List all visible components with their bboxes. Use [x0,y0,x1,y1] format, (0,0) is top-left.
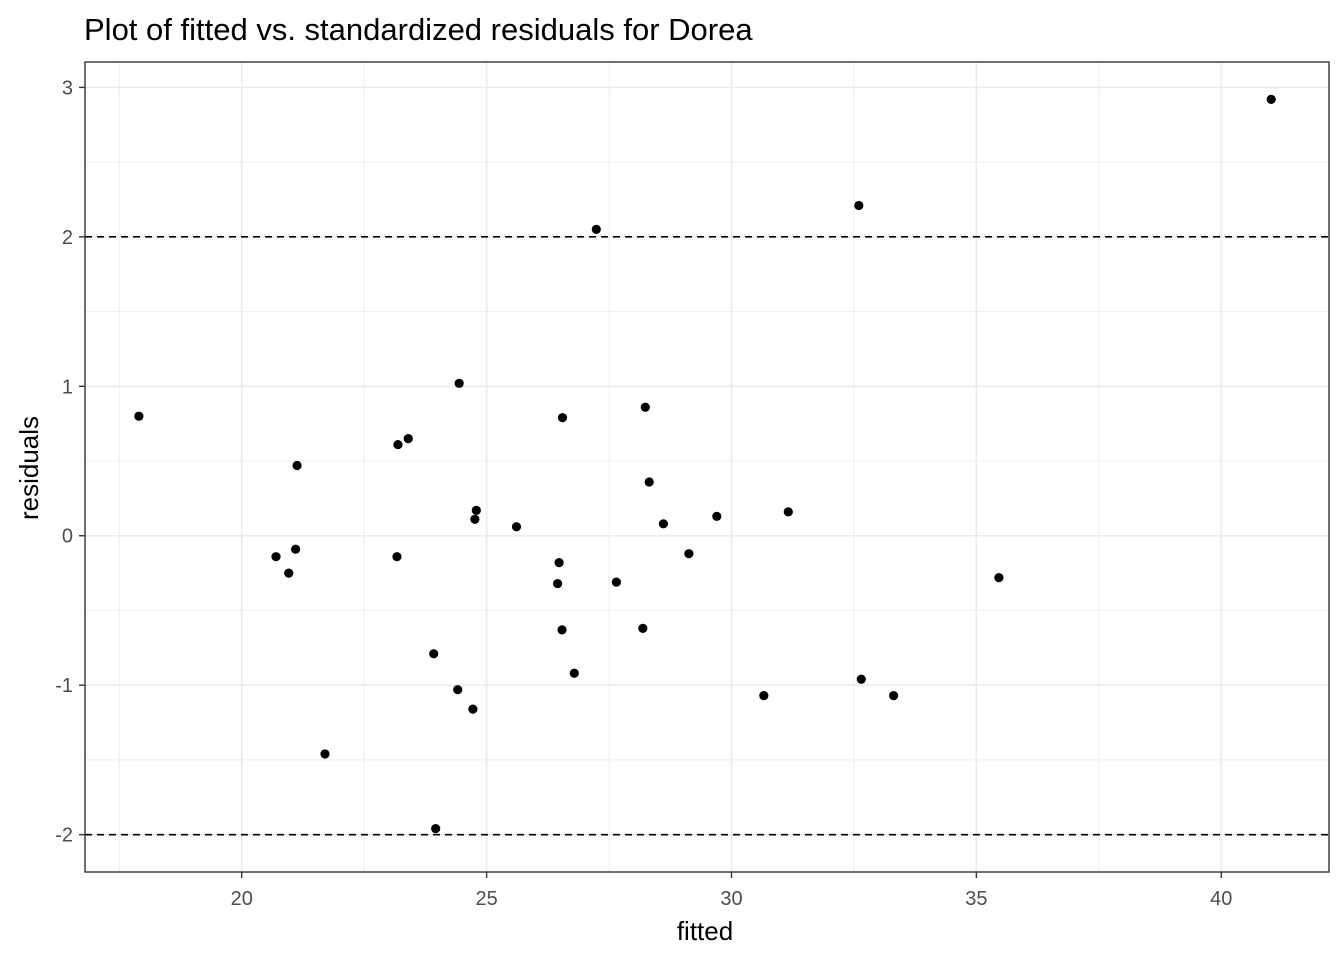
data-point [553,578,563,589]
minor-gridlines [85,62,1329,872]
data-point [554,558,564,568]
data-point [454,378,464,388]
x-tick-label: 35 [965,888,987,910]
x-axis-ticks: 20 25 30 35 40 [231,872,1232,910]
data-point [392,552,402,562]
data-point [453,685,463,695]
data-point [759,691,769,701]
data-point [640,402,650,412]
data-point [557,413,568,423]
y-tick-label: 0 [62,526,73,548]
data-point [134,411,144,421]
data-point [569,668,579,678]
major-gridlines [85,62,1329,872]
data-point [292,460,302,471]
data-point [271,552,281,562]
y-tick-label: -1 [55,675,73,697]
y-tick-label: 1 [62,376,73,398]
data-point [684,549,694,559]
data-point [856,674,866,684]
y-tick-label: 2 [62,227,73,249]
data-point [290,544,301,554]
x-tick-label: 40 [1210,888,1232,910]
data-point [511,522,522,532]
data-point [712,511,722,521]
x-tick-label: 20 [231,888,253,910]
data-point [591,224,601,234]
data-point [658,519,669,529]
y-tick-label: 3 [62,77,73,99]
x-tick-label: 25 [475,888,497,910]
data-point [854,200,864,211]
data-point [468,704,478,714]
data-point [284,568,294,578]
reference-lines [85,236,1329,836]
data-point [470,514,480,524]
data-point [611,577,621,587]
data-point [644,477,654,487]
data-point [429,649,439,659]
chart-title: Plot of fitted vs. standardized residual… [84,12,753,47]
data-point [471,505,481,515]
data-point [783,507,793,517]
data-point [557,625,567,635]
data-points [134,94,1276,834]
y-axis-title: residuals [14,416,44,520]
panel-border [84,61,1330,873]
data-point [889,691,899,701]
data-point [1266,94,1276,104]
data-point [403,434,413,444]
data-point [994,572,1004,583]
x-tick-label: 30 [720,888,742,910]
data-point [638,623,648,634]
data-point [320,749,330,759]
y-axis-ticks: -2 -1 0 1 2 3 [55,77,85,847]
data-point [431,824,441,834]
data-point [393,439,403,450]
x-axis-title: fitted [677,916,733,946]
y-tick-label: -2 [55,825,73,847]
